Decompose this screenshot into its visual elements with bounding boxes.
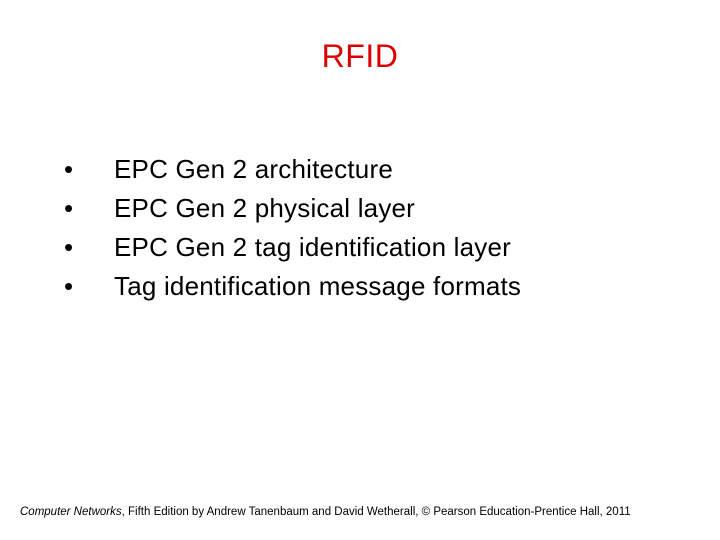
footer-book-title: Computer Networks [20,506,122,518]
bullet-text: EPC Gen 2 physical layer [114,191,415,226]
bullet-list: • EPC Gen 2 architecture • EPC Gen 2 phy… [58,152,680,308]
list-item: • EPC Gen 2 physical layer [58,191,680,226]
list-item: • EPC Gen 2 tag identification layer [58,230,680,265]
bullet-marker: • [58,152,114,187]
list-item: • Tag identification message formats [58,269,680,304]
footer-citation: Computer Networks, Fifth Edition by Andr… [20,506,700,518]
bullet-text: EPC Gen 2 architecture [114,152,393,187]
bullet-marker: • [58,191,114,226]
bullet-marker: • [58,230,114,265]
footer-rest: , Fifth Edition by Andrew Tanenbaum and … [122,506,631,518]
bullet-marker: • [58,269,114,304]
bullet-text: EPC Gen 2 tag identification layer [114,230,511,265]
bullet-text: Tag identification message formats [114,269,521,304]
slide: RFID • EPC Gen 2 architecture • EPC Gen … [0,0,720,540]
list-item: • EPC Gen 2 architecture [58,152,680,187]
slide-title: RFID [0,38,720,75]
